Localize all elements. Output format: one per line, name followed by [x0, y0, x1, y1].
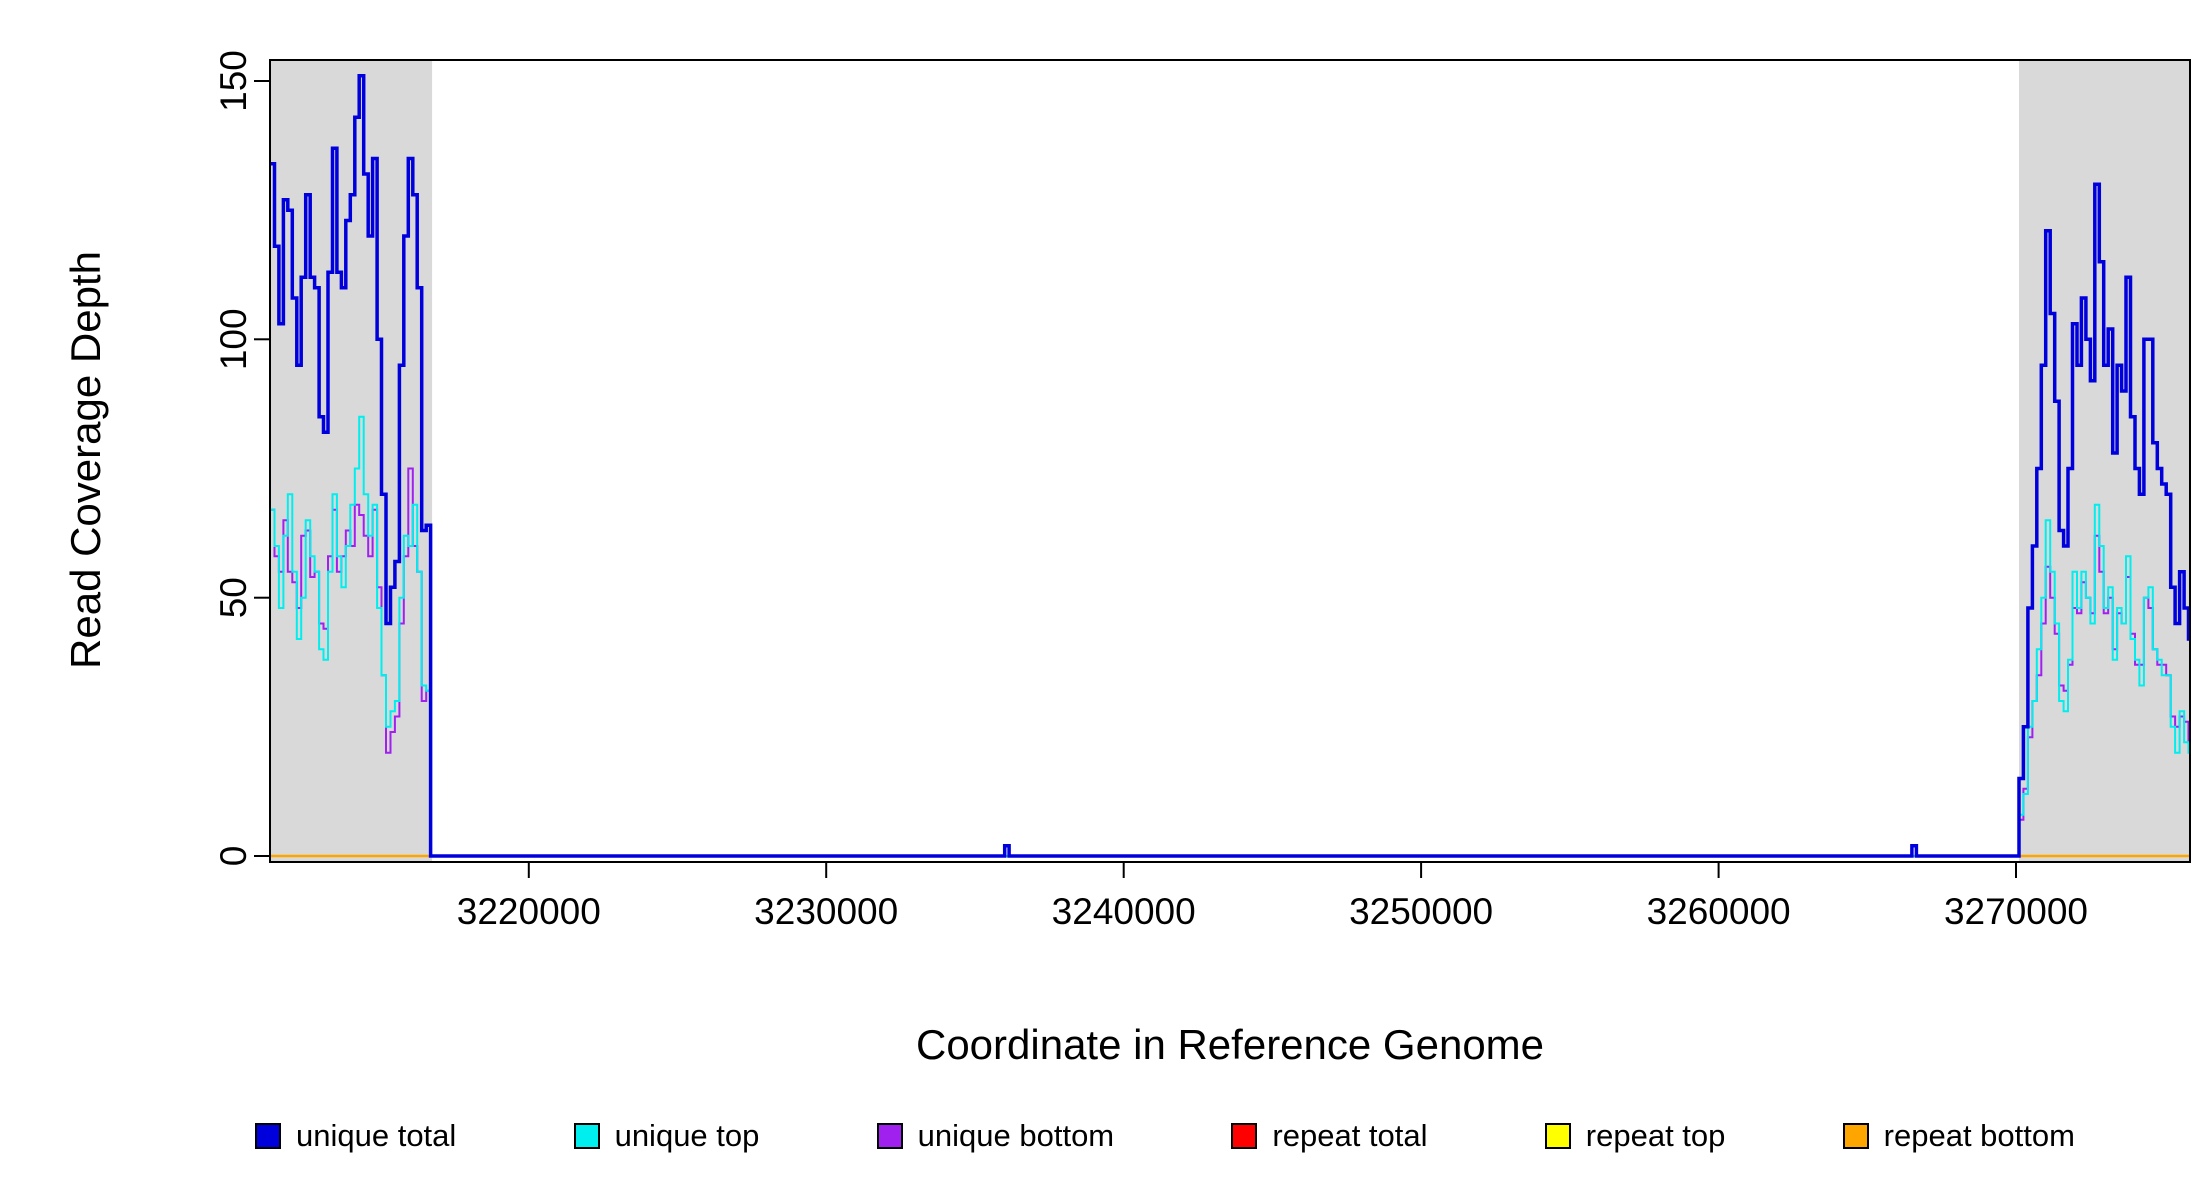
legend: unique total unique top unique bottom repea… [255, 1118, 2075, 1154]
legend-label: repeat total [1272, 1118, 1428, 1153]
y-axis-title: Read Coverage Depth [62, 251, 109, 669]
x-axis-title: Coordinate in Reference Genome [915, 1021, 1545, 1068]
y-tick-label: 50 [213, 577, 254, 618]
legend-label: repeat top [1585, 1118, 1726, 1153]
y-tick-label: 0 [213, 846, 254, 867]
legend-item-unique-total: unique total [255, 1118, 456, 1154]
x-tick-label: 3250000 [1349, 891, 1493, 932]
x-tick-label: 3240000 [1052, 891, 1196, 932]
y-tick-label: 100 [213, 308, 254, 370]
legend-item-unique-bottom: unique bottom [876, 1118, 1115, 1154]
legend-swatch-repeat-bottom [1842, 1123, 1869, 1149]
series-unique-top [270, 415, 2190, 857]
y-tick-label: 150 [213, 50, 254, 112]
legend-swatch-unique-total [255, 1123, 281, 1149]
legend-swatch-unique-bottom [876, 1123, 903, 1149]
x-tick-label: 3230000 [754, 891, 898, 932]
legend-item-repeat-bottom: repeat bottom [1842, 1118, 2075, 1154]
x-tick-label: 3260000 [1647, 891, 1791, 932]
legend-label: unique top [614, 1118, 760, 1153]
series-unique-total [270, 74, 2190, 858]
legend-item-repeat-total: repeat total [1231, 1118, 1428, 1154]
legend-swatch-unique-top [573, 1123, 600, 1149]
legend-item-unique-top: unique top [573, 1118, 760, 1154]
legend-label: unique total [296, 1118, 457, 1153]
plot-border [269, 59, 2191, 863]
x-tick-label: 3270000 [1944, 891, 2088, 932]
legend-swatch-repeat-top [1544, 1123, 1571, 1149]
legend-swatch-repeat-total [1231, 1123, 1258, 1149]
legend-label: repeat bottom [1883, 1118, 2075, 1153]
legend-item-repeat-top: repeat top [1544, 1118, 1726, 1154]
shaded-region [2019, 60, 2190, 862]
series-unique-bottom [270, 467, 2190, 857]
legend-label: unique bottom [917, 1118, 1115, 1153]
series-group [270, 74, 2190, 858]
x-tick-label: 3220000 [457, 891, 601, 932]
